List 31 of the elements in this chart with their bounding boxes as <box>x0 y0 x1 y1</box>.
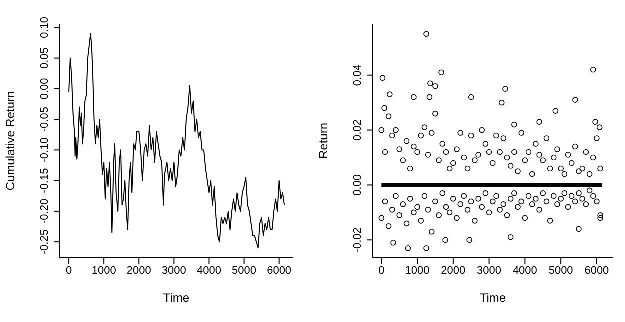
y-tick-label: 0.00 <box>352 174 364 196</box>
x-axis-title: Time <box>163 291 190 305</box>
x-tick-label: 2000 <box>441 264 466 277</box>
x-axis-title: Time <box>480 291 506 305</box>
y-tick-label: -0.20 <box>39 198 51 224</box>
line-series <box>68 33 286 249</box>
x-tick-label: 0 <box>378 264 385 277</box>
x-tick-label: 4000 <box>196 264 222 277</box>
x-tick-label: 6000 <box>584 264 610 277</box>
x-tick-label: 1000 <box>405 264 430 277</box>
y-tick-label: -0.15 <box>39 168 51 194</box>
x-tick-label: 3000 <box>477 264 502 277</box>
y-tick-label: 0.04 <box>352 64 364 86</box>
x-tick-label: 5000 <box>548 264 574 277</box>
y-axis-title: Return <box>316 122 330 160</box>
y-tick-label: -0.25 <box>39 230 51 255</box>
x-tick-label: 0 <box>66 264 72 277</box>
x-tick-label: 4000 <box>512 264 538 277</box>
y-tick-label: -0.10 <box>39 138 51 163</box>
y-tick-label: 0.00 <box>39 78 51 100</box>
x-tick-label: 5000 <box>232 264 257 277</box>
x-tick-label: 6000 <box>267 264 292 277</box>
x-tick-label: 2000 <box>126 264 152 277</box>
y-tick-label: -0.05 <box>39 107 51 132</box>
y-axis-title: Cumulative Return <box>3 91 18 191</box>
y-tick-label: 0.10 <box>39 16 51 38</box>
y-tick-label: 0.05 <box>39 48 51 70</box>
y-tick-label: -0.02 <box>352 228 364 253</box>
x-tick-label: 3000 <box>162 264 186 277</box>
y-tick-label: 0.02 <box>352 120 364 141</box>
x-tick-label: 1000 <box>92 264 116 277</box>
